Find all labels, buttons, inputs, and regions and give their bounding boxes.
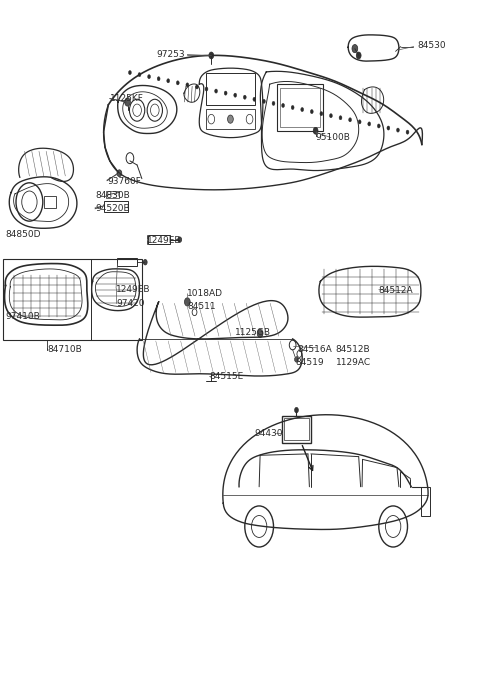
Circle shape — [184, 298, 190, 306]
Circle shape — [138, 73, 141, 77]
Circle shape — [291, 106, 294, 110]
Circle shape — [178, 237, 181, 242]
Bar — [277, 84, 323, 131]
Text: 94520B: 94520B — [95, 204, 130, 213]
Text: 84512A: 84512A — [379, 286, 413, 295]
Bar — [421, 487, 430, 515]
Circle shape — [272, 102, 275, 106]
Circle shape — [311, 110, 313, 114]
Text: 84830B: 84830B — [95, 191, 130, 200]
Circle shape — [339, 116, 342, 120]
Text: 84512B: 84512B — [336, 345, 371, 355]
Text: 97410B: 97410B — [5, 313, 40, 322]
Circle shape — [215, 89, 217, 93]
Circle shape — [320, 112, 323, 116]
Circle shape — [117, 170, 122, 176]
Circle shape — [348, 118, 351, 122]
Text: 84530: 84530 — [417, 41, 446, 50]
Circle shape — [352, 45, 358, 53]
Circle shape — [301, 108, 304, 112]
Circle shape — [234, 93, 237, 97]
Text: 1129AC: 1129AC — [336, 357, 371, 367]
Circle shape — [282, 104, 285, 108]
Bar — [205, 109, 255, 130]
Circle shape — [205, 87, 208, 91]
Circle shape — [243, 95, 246, 99]
Text: 84516A: 84516A — [298, 345, 332, 355]
Circle shape — [228, 115, 233, 123]
Bar — [118, 258, 137, 266]
Text: 97420: 97420 — [116, 299, 144, 308]
Circle shape — [195, 85, 198, 89]
Circle shape — [209, 52, 214, 59]
Circle shape — [144, 259, 147, 265]
Circle shape — [167, 79, 169, 83]
Circle shape — [313, 128, 318, 134]
Bar — [284, 418, 310, 440]
Text: 1249EB: 1249EB — [116, 285, 151, 294]
Circle shape — [356, 52, 361, 59]
Text: 1125KF: 1125KF — [110, 94, 144, 103]
Text: 1018AD: 1018AD — [187, 289, 223, 298]
Circle shape — [253, 97, 256, 102]
Text: 94430: 94430 — [254, 429, 283, 438]
Circle shape — [358, 120, 361, 124]
Circle shape — [377, 124, 380, 128]
Circle shape — [329, 114, 332, 118]
Circle shape — [148, 75, 151, 79]
Text: 1125GB: 1125GB — [235, 327, 271, 337]
Circle shape — [295, 357, 299, 362]
Text: 84511: 84511 — [187, 303, 216, 311]
Bar — [282, 416, 312, 443]
Text: 84850D: 84850D — [5, 230, 41, 239]
Bar — [44, 196, 56, 208]
Circle shape — [224, 91, 227, 95]
Bar — [104, 200, 128, 211]
Circle shape — [295, 407, 299, 413]
Circle shape — [257, 329, 263, 338]
Text: 95100B: 95100B — [316, 133, 350, 142]
Bar — [3, 259, 142, 340]
Text: 93760F: 93760F — [107, 177, 141, 186]
Text: 84519: 84519 — [295, 357, 324, 367]
Circle shape — [263, 99, 265, 104]
Text: 97253: 97253 — [156, 50, 185, 59]
Text: 1249EB: 1249EB — [147, 236, 181, 245]
Bar — [205, 73, 255, 105]
Text: 84515E: 84515E — [209, 372, 243, 381]
Circle shape — [157, 77, 160, 81]
Bar — [148, 235, 169, 244]
Bar — [280, 88, 321, 128]
Circle shape — [368, 122, 371, 126]
Circle shape — [406, 130, 409, 134]
Circle shape — [125, 98, 131, 106]
Bar — [106, 191, 120, 198]
Circle shape — [387, 126, 390, 130]
Text: 84710B: 84710B — [48, 345, 83, 355]
Circle shape — [396, 128, 399, 132]
Circle shape — [129, 71, 132, 75]
Circle shape — [176, 81, 179, 85]
Circle shape — [186, 83, 189, 87]
